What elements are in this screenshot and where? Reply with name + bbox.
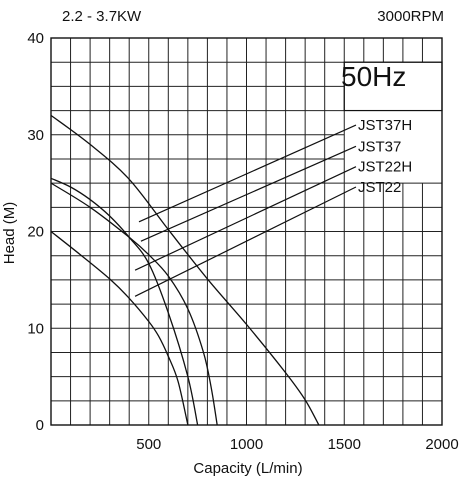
y-tick-label: 0 (36, 417, 44, 434)
legend-label-jst37: JST37 (358, 138, 401, 155)
x-tick-label: 500 (136, 436, 161, 453)
legend-label-jst22: JST22 (358, 179, 401, 196)
x-tick-label: 1500 (328, 436, 361, 453)
legend-label-jst22h: JST22H (358, 159, 412, 176)
chart-grid (50, 37, 443, 426)
axis-layer: 0 10 20 30 40 500 1000 1500 2000 (27, 30, 458, 453)
speed-label: 3000RPM (377, 8, 444, 25)
power-rating-label: 2.2 - 3.7KW (62, 8, 142, 25)
curve-jst37 (50, 182, 218, 426)
y-tick-label: 40 (27, 30, 44, 47)
y-tick-label: 30 (27, 127, 44, 144)
y-axis-label: Head (M) (1, 202, 18, 265)
x-axis-label: Capacity (L/min) (193, 460, 302, 477)
leader-line-jst22h (134, 166, 357, 271)
leader-line-jst37h (138, 124, 357, 223)
leader-line-jst22 (134, 186, 357, 297)
curve-jst22h (50, 177, 199, 426)
leader-line-jst37 (140, 145, 357, 242)
curve-jst37h (50, 114, 320, 426)
y-tick-label: 10 (27, 320, 44, 337)
x-tick-label: 1000 (230, 436, 263, 453)
legend-layer: JST37H JST37 JST22H JST22 (134, 117, 412, 297)
frequency-box (343, 61, 443, 112)
frequency-label: 50Hz (341, 61, 407, 92)
curve-layer (50, 114, 320, 426)
x-tick-label: 2000 (425, 436, 458, 453)
curve-jst22 (50, 230, 189, 426)
y-tick-label: 20 (27, 224, 44, 241)
legend-label-jst37h: JST37H (358, 117, 412, 134)
